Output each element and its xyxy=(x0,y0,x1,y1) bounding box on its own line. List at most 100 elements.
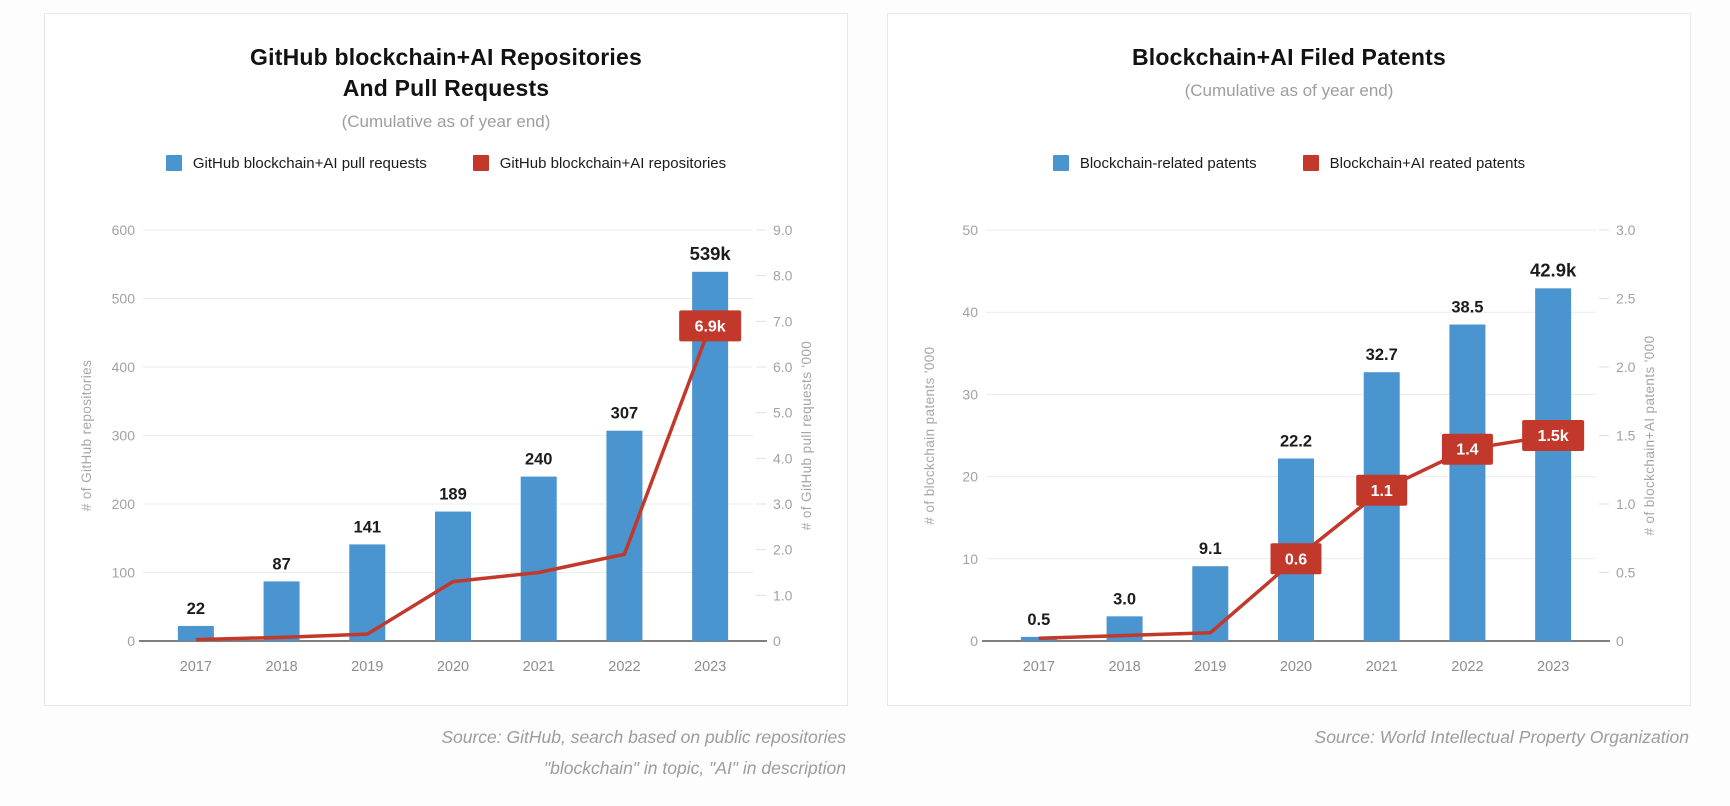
patents-chart-subtitle: (Cumulative as of year end) xyxy=(1184,81,1394,100)
left-axis-tick-label: 40 xyxy=(962,304,978,320)
right-axis-tick-label: 8.0 xyxy=(773,268,793,284)
line-value-badge-label-2022: 1.4 xyxy=(1456,442,1478,459)
patents-chart-plot: 0 10 20 30 40 50 0 0.5 1.0 1.5 2.0 2.5 3.0 0.5 3.0 9.1 2… xyxy=(922,222,1657,675)
line-value-badge-2020 xyxy=(1270,543,1322,575)
right-axis-tick-label: 2.5 xyxy=(1616,291,1636,307)
right-axis-tick-label: 2.0 xyxy=(773,542,793,558)
legend-label-blockchain-ai-patents: Blockchain+AI reated patents xyxy=(1329,154,1526,172)
right-axis-tick-label: 6.0 xyxy=(773,359,793,375)
patents-chart-header: Blockchain+AI Filed Patents (Cumulative … xyxy=(888,14,1690,150)
x-axis-label-2021: 2021 xyxy=(1366,659,1398,675)
bar-value-label-2022: 307 xyxy=(611,405,639,423)
bar-value-label-2020: 189 xyxy=(439,486,467,504)
right-axis-tick-label: 5.0 xyxy=(773,405,793,421)
left-axis-tick-label: 200 xyxy=(112,496,136,512)
left-axis-tick-label: 50 xyxy=(962,222,978,238)
github-chart-plot: 0 100 200 300 400 500 600 0 1.0 2.0 3.0 4.0 5.0 6.0 7.… xyxy=(79,222,814,675)
legend-item-pull-requests: GitHub blockchain+AI pull requests xyxy=(165,154,427,172)
line-value-badge-2023 xyxy=(1522,420,1585,451)
bar-2021 xyxy=(520,476,557,641)
bar-value-label-2018: 87 xyxy=(272,555,290,573)
bar-value-label-2020: 22.2 xyxy=(1280,433,1312,451)
line-value-badge-2023 xyxy=(679,310,742,342)
right-axis-title: # of GitHub pull requests '000 xyxy=(799,341,814,530)
right-axis-title: # of blockchain+AI patents '000 xyxy=(1642,336,1657,536)
bar-value-label-2017: 0.5 xyxy=(1027,611,1050,629)
right-axis-tick-label: 1.5 xyxy=(1616,428,1636,444)
x-axis-label-2020: 2020 xyxy=(437,659,469,675)
legend-item-blockchain-patents: Blockchain-related patents xyxy=(1052,154,1257,172)
left-axis-tick-label: 10 xyxy=(962,551,978,567)
left-axis-title: # of blockchain patents '000 xyxy=(922,346,937,524)
bar-value-label-2019: 141 xyxy=(354,518,382,536)
right-axis-tick-label: 0 xyxy=(773,633,781,649)
red-square-swatch xyxy=(1302,155,1319,171)
patents-chart-legend: Blockchain-related patents Blockchain+AI… xyxy=(888,150,1690,176)
left-axis-title: # of GitHub repositories xyxy=(79,360,94,511)
right-axis-tick-label: 1.0 xyxy=(1616,496,1636,512)
line-series xyxy=(195,325,712,642)
left-axis-tick-label: 500 xyxy=(112,291,136,307)
bar-2018 xyxy=(263,581,300,641)
bar-value-label-2021: 32.7 xyxy=(1366,346,1398,364)
patents-chart-title: Blockchain+AI Filed Patents xyxy=(888,42,1690,73)
bar-2023 xyxy=(1535,288,1572,641)
left-axis-tick-label: 400 xyxy=(112,359,136,375)
legend-label-blockchain-patents: Blockchain-related patents xyxy=(1079,154,1257,172)
legend-item-blockchain-ai-patents: Blockchain+AI reated patents xyxy=(1302,154,1526,172)
right-axis-tick-label: 9.0 xyxy=(773,222,793,238)
x-axis-label-2022: 2022 xyxy=(608,659,640,675)
line-value-badge-2021 xyxy=(1356,474,1408,506)
bar-2022 xyxy=(1449,324,1486,641)
patents-source-line1: Source: World Intellectual Property Orga… xyxy=(1314,727,1689,747)
x-axis-label-2021: 2021 xyxy=(523,659,555,675)
legend-label-pull-requests: GitHub blockchain+AI pull requests xyxy=(192,154,427,172)
bar-2017 xyxy=(177,625,214,641)
github-chart-legend: GitHub blockchain+AI pull requests GitHu… xyxy=(45,150,847,176)
left-axis-tick-label: 30 xyxy=(962,386,978,402)
left-axis-tick-label: 20 xyxy=(962,469,978,485)
bar-2022 xyxy=(606,430,643,641)
bar-2017 xyxy=(1020,636,1057,641)
legend-item-repositories: GitHub blockchain+AI repositories xyxy=(472,154,727,172)
x-axis-label-2023: 2023 xyxy=(1537,659,1569,675)
patents-chart-card: Blockchain+AI Filed Patents (Cumulative … xyxy=(887,13,1691,706)
left-axis-tick-label: 100 xyxy=(112,565,136,581)
line-value-badge-label-2020: 0.6 xyxy=(1285,551,1307,568)
bar-value-label-2017: 22 xyxy=(187,600,205,618)
blue-square-swatch xyxy=(165,155,182,171)
patents-chart-title-line1: Blockchain+AI Filed Patents xyxy=(1131,44,1447,70)
bar-2020 xyxy=(435,511,471,641)
bar-value-label-2019: 9.1 xyxy=(1199,540,1222,558)
bar-2021 xyxy=(1363,372,1400,641)
x-axis-label-2018: 2018 xyxy=(265,659,297,675)
right-axis-tick-label: 1.0 xyxy=(773,587,793,603)
patents-source-note: Source: World Intellectual Property Orga… xyxy=(887,722,1691,753)
github-chart-title-line2: And Pull Requests xyxy=(342,75,550,101)
red-square-swatch xyxy=(472,155,489,171)
legend-label-repositories: GitHub blockchain+AI repositories xyxy=(499,154,727,172)
github-chart-title: GitHub blockchain+AI Repositories And Pu… xyxy=(45,42,847,104)
x-axis-label-2020: 2020 xyxy=(1280,659,1312,675)
bar-value-label-2022: 38.5 xyxy=(1451,299,1483,317)
github-chart-card: GitHub blockchain+AI Repositories And Pu… xyxy=(44,13,848,706)
line-value-badge-label-2023: 6.9k xyxy=(695,318,726,335)
x-axis-label-2019: 2019 xyxy=(351,659,383,675)
x-axis-label-2017: 2017 xyxy=(1023,659,1055,675)
bar-2019 xyxy=(1192,566,1229,641)
github-chart-header: GitHub blockchain+AI Repositories And Pu… xyxy=(45,14,847,150)
left-axis-tick-label: 0 xyxy=(970,633,978,649)
x-axis-label-2018: 2018 xyxy=(1108,659,1140,675)
bar-value-label-2023: 539k xyxy=(690,243,732,264)
github-source-line2: "blockchain" in topic, "AI" in descripti… xyxy=(543,758,846,778)
right-axis-tick-label: 0 xyxy=(1616,633,1624,649)
left-axis-tick-label: 0 xyxy=(127,633,135,649)
github-source-note: Source: GitHub, search based on public r… xyxy=(44,722,848,784)
line-value-badge-2022 xyxy=(1441,433,1493,465)
github-chart-title-line1: GitHub blockchain+AI Repositories xyxy=(250,44,642,70)
github-chart-block: GitHub blockchain+AI Repositories And Pu… xyxy=(44,13,848,806)
github-source-line1: Source: GitHub, search based on public r… xyxy=(441,727,846,747)
x-axis-label-2019: 2019 xyxy=(1194,659,1226,675)
bar-value-label-2023: 42.9k xyxy=(1530,259,1577,280)
